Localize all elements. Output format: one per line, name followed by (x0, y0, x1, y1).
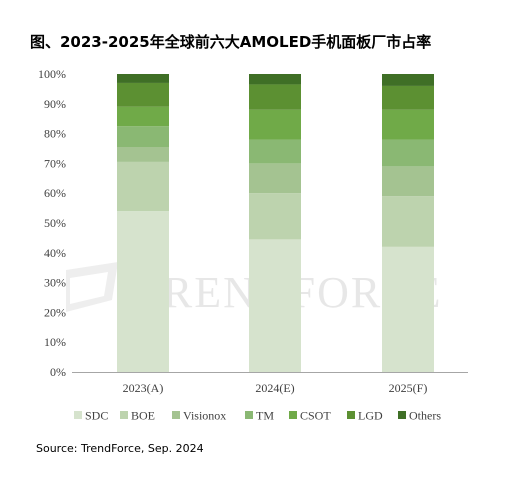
y-tick-label: 100% (38, 67, 66, 81)
bar-segment (382, 166, 434, 197)
y-axis: 0% 10% 20% 30% 40% 50% 60% 70% 80% 90% 100% (38, 67, 66, 379)
legend: SDC BOE Visionox TM CSOT LGD Others (74, 409, 441, 423)
legend-swatch (347, 411, 355, 419)
legend-swatch (289, 411, 297, 419)
bar-segment (117, 161, 169, 212)
y-tick-label: 60% (44, 186, 66, 200)
watermark-logo (66, 262, 118, 312)
source-note: Source: TrendForce, Sep. 2024 (36, 442, 204, 455)
bar-segment (382, 109, 434, 140)
legend-label: Visionox (183, 409, 226, 423)
bar-segment (382, 196, 434, 247)
bar-segment (117, 74, 169, 83)
bar-segment (249, 239, 301, 372)
bar-segment (117, 106, 169, 127)
x-tick-label: 2025(F) (389, 381, 428, 395)
y-tick-label: 40% (44, 246, 66, 260)
bar-segment (382, 85, 434, 110)
legend-swatch (245, 411, 253, 419)
bar-segment (117, 147, 169, 162)
bar-series-group (117, 74, 434, 372)
y-tick-label: 80% (44, 127, 66, 141)
bar-segment (249, 163, 301, 194)
bar-segment (249, 74, 301, 85)
legend-label: CSOT (300, 409, 331, 423)
x-tick-label: 2023(A) (123, 381, 164, 395)
bar-segment (117, 126, 169, 148)
bar-segment (117, 82, 169, 107)
bar-segment (249, 84, 301, 110)
legend-label: LGD (358, 409, 383, 423)
y-tick-label: 70% (44, 156, 66, 170)
bar-segment (382, 246, 434, 372)
bar-segment (249, 139, 301, 164)
chart-title: 图、2023-2025年全球前六大AMOLED手机面板厂市占率 (30, 33, 432, 51)
legend-swatch (398, 411, 406, 419)
legend-swatch (74, 411, 82, 419)
y-tick-label: 20% (44, 305, 66, 319)
bar-segment (382, 74, 434, 86)
legend-label: TM (256, 409, 274, 423)
y-tick-label: 90% (44, 97, 66, 111)
bar-segment (117, 211, 169, 372)
legend-swatch (120, 411, 128, 419)
bar-segment (382, 139, 434, 167)
y-tick-label: 0% (50, 365, 66, 379)
x-tick-label: 2024(E) (255, 381, 294, 395)
bar-segment (249, 193, 301, 240)
y-tick-label: 50% (44, 216, 66, 230)
legend-label: Others (409, 409, 441, 423)
legend-swatch (172, 411, 180, 419)
bar-segment (249, 109, 301, 140)
legend-label: BOE (131, 409, 155, 423)
x-axis-labels: 2023(A) 2024(E) 2025(F) (123, 381, 428, 395)
y-tick-label: 30% (44, 276, 66, 290)
legend-label: SDC (85, 409, 108, 423)
y-tick-label: 10% (44, 335, 66, 349)
